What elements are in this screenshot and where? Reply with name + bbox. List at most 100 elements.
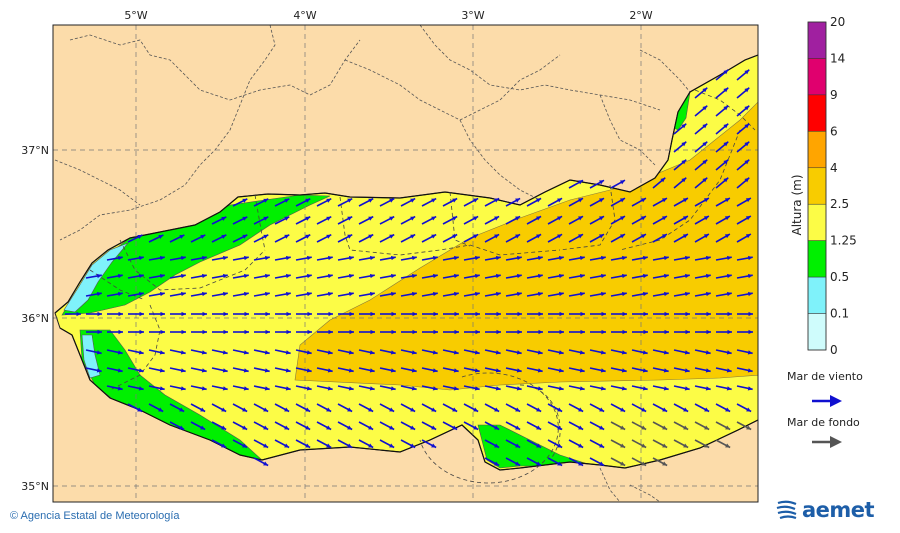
wave-arrow-head xyxy=(557,443,563,448)
wave-arrow-head xyxy=(453,273,459,279)
wave-arrow-head xyxy=(600,350,606,355)
coastline-south xyxy=(59,327,758,471)
lon-axis: 5°W 4°W 3°W 2°W xyxy=(124,9,652,22)
wave-arrow-head xyxy=(641,407,647,412)
wave-arrow-head xyxy=(117,255,123,261)
wave-arrow-head xyxy=(180,368,186,373)
wave-arrow-head xyxy=(138,273,144,279)
wave-arrow-head xyxy=(641,461,647,466)
wave-arrow-head xyxy=(118,329,123,335)
wave-arrow-head xyxy=(599,180,605,185)
wave-arrow-head xyxy=(726,273,732,279)
wave-arrow-head xyxy=(370,329,375,335)
wave-arrow-head xyxy=(431,216,437,221)
wave-arrow-head xyxy=(390,386,396,391)
wave-arrow-head xyxy=(621,350,627,355)
wave-arrow-head xyxy=(368,198,374,203)
wave-arrow-head xyxy=(432,386,438,391)
wave-arrow-head xyxy=(474,368,480,373)
wave-arrow-head xyxy=(410,216,416,221)
wave-arrow-head xyxy=(661,198,667,203)
wave-arrow-head xyxy=(724,198,730,203)
wave-arrow-head xyxy=(703,234,709,239)
wave-arrow-head xyxy=(496,329,501,335)
wave-arrow-head xyxy=(138,368,144,373)
wave-arrow-head xyxy=(201,350,207,355)
wave-arrow-head xyxy=(620,461,626,466)
wave-arrow-head xyxy=(643,329,648,335)
wave-arrow-head xyxy=(475,329,480,335)
wave-arrow-head xyxy=(243,291,249,297)
wave-arrow-head xyxy=(579,291,585,297)
wave-arrow-head xyxy=(137,235,143,239)
wave-arrow-head xyxy=(453,368,459,373)
wave-arrow-head xyxy=(347,407,353,412)
wave-arrow-head xyxy=(558,273,564,279)
wave-arrow-head xyxy=(263,443,269,448)
wave-arrow-head xyxy=(494,407,500,412)
wave-arrow-head xyxy=(516,386,522,391)
wave-arrow-head xyxy=(723,141,729,147)
wave-arrow-head xyxy=(748,311,753,317)
wave-arrow-head xyxy=(681,123,687,129)
wave-arrow-head xyxy=(284,198,290,203)
wave-arrow-head xyxy=(410,234,416,239)
legend-wind-sea-label: Mar de viento xyxy=(787,370,863,383)
colorbar-level-label: 0.5 xyxy=(830,270,849,284)
wave-arrow-head xyxy=(202,329,207,335)
wave-arrow-head xyxy=(706,329,711,335)
wave-arrow-head xyxy=(285,273,291,279)
wave-arrow-head xyxy=(621,273,627,279)
wave-arrow-head xyxy=(705,386,711,391)
wave-arrow-head xyxy=(242,443,248,448)
wave-arrow-head xyxy=(747,291,753,297)
wave-arrow-head xyxy=(139,311,144,317)
wave-arrow-head xyxy=(200,234,206,239)
wave-arrow-head xyxy=(137,407,143,412)
wave-arrow-head xyxy=(305,234,311,239)
wave-arrow-head xyxy=(705,255,711,261)
wave-arrow-head xyxy=(431,425,437,430)
wave-arrow-head xyxy=(431,234,437,239)
wave-arrow-head xyxy=(347,234,353,239)
wave-arrow-head xyxy=(558,368,564,373)
wave-arrow-head xyxy=(681,177,687,183)
wave-arrow-head xyxy=(495,255,501,261)
wave-arrow-head xyxy=(744,141,750,147)
wave-arrow-head xyxy=(327,291,333,297)
wave-arrow-head xyxy=(327,273,333,279)
wave-arrow-head xyxy=(557,234,563,239)
wave-arrow-head xyxy=(328,329,333,335)
wave-arrow-head xyxy=(452,198,458,203)
wave-arrow-head xyxy=(369,368,375,373)
wave-arrow-head xyxy=(368,407,374,412)
wave-arrow-head xyxy=(640,234,646,239)
wave-arrow-head xyxy=(537,291,543,297)
wave-arrow-head xyxy=(685,311,690,317)
wave-arrow-head xyxy=(160,329,165,335)
lat-axis: 37°N 36°N 35°N xyxy=(21,144,49,493)
wave-arrow-head xyxy=(305,443,311,448)
wave-arrow-head xyxy=(97,311,102,317)
wave-arrow-head xyxy=(453,386,459,391)
wave-arrow-head xyxy=(159,386,165,391)
wave-arrow-head xyxy=(222,368,228,373)
wave-arrow-head xyxy=(642,368,648,373)
wave-arrow-head xyxy=(683,443,689,448)
wave-arrow-head xyxy=(536,234,542,239)
aemet-logo-icon xyxy=(776,500,797,520)
aemet-logo-text: aemet xyxy=(802,498,875,522)
wave-arrow-head xyxy=(746,407,752,412)
wave-arrow-head xyxy=(200,407,206,412)
wave-arrow-head xyxy=(684,255,690,261)
wave-arrow-head xyxy=(138,386,144,391)
wave-arrow-head xyxy=(284,216,290,221)
wave-arrow-head xyxy=(473,407,479,412)
wave-arrow-head xyxy=(495,273,501,279)
wave-arrow-head xyxy=(410,443,416,448)
wave-arrow-head xyxy=(703,198,709,203)
wave-arrow-head xyxy=(412,311,417,317)
wave-arrow-head xyxy=(306,273,312,279)
wave-arrow-head xyxy=(642,291,648,297)
legend-swell-label: Mar de fondo xyxy=(787,416,860,429)
